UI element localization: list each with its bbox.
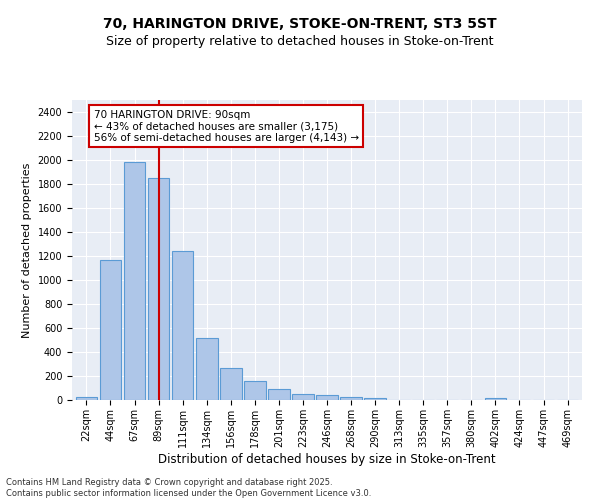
Bar — [364, 398, 386, 400]
Bar — [124, 162, 145, 400]
Text: Contains HM Land Registry data © Crown copyright and database right 2025.
Contai: Contains HM Land Registry data © Crown c… — [6, 478, 371, 498]
Bar — [244, 382, 266, 400]
Bar — [148, 178, 169, 400]
Bar — [340, 396, 362, 400]
Bar — [292, 394, 314, 400]
Text: 70 HARINGTON DRIVE: 90sqm
← 43% of detached houses are smaller (3,175)
56% of se: 70 HARINGTON DRIVE: 90sqm ← 43% of detac… — [94, 110, 359, 143]
Text: Size of property relative to detached houses in Stoke-on-Trent: Size of property relative to detached ho… — [106, 35, 494, 48]
X-axis label: Distribution of detached houses by size in Stoke-on-Trent: Distribution of detached houses by size … — [158, 452, 496, 466]
Text: 70, HARINGTON DRIVE, STOKE-ON-TRENT, ST3 5ST: 70, HARINGTON DRIVE, STOKE-ON-TRENT, ST3… — [103, 18, 497, 32]
Bar — [485, 398, 506, 400]
Bar — [268, 389, 290, 400]
Bar — [76, 396, 97, 400]
Bar — [316, 395, 338, 400]
Bar — [196, 338, 218, 400]
Y-axis label: Number of detached properties: Number of detached properties — [22, 162, 32, 338]
Bar — [172, 251, 193, 400]
Bar — [220, 368, 242, 400]
Bar — [100, 260, 121, 400]
